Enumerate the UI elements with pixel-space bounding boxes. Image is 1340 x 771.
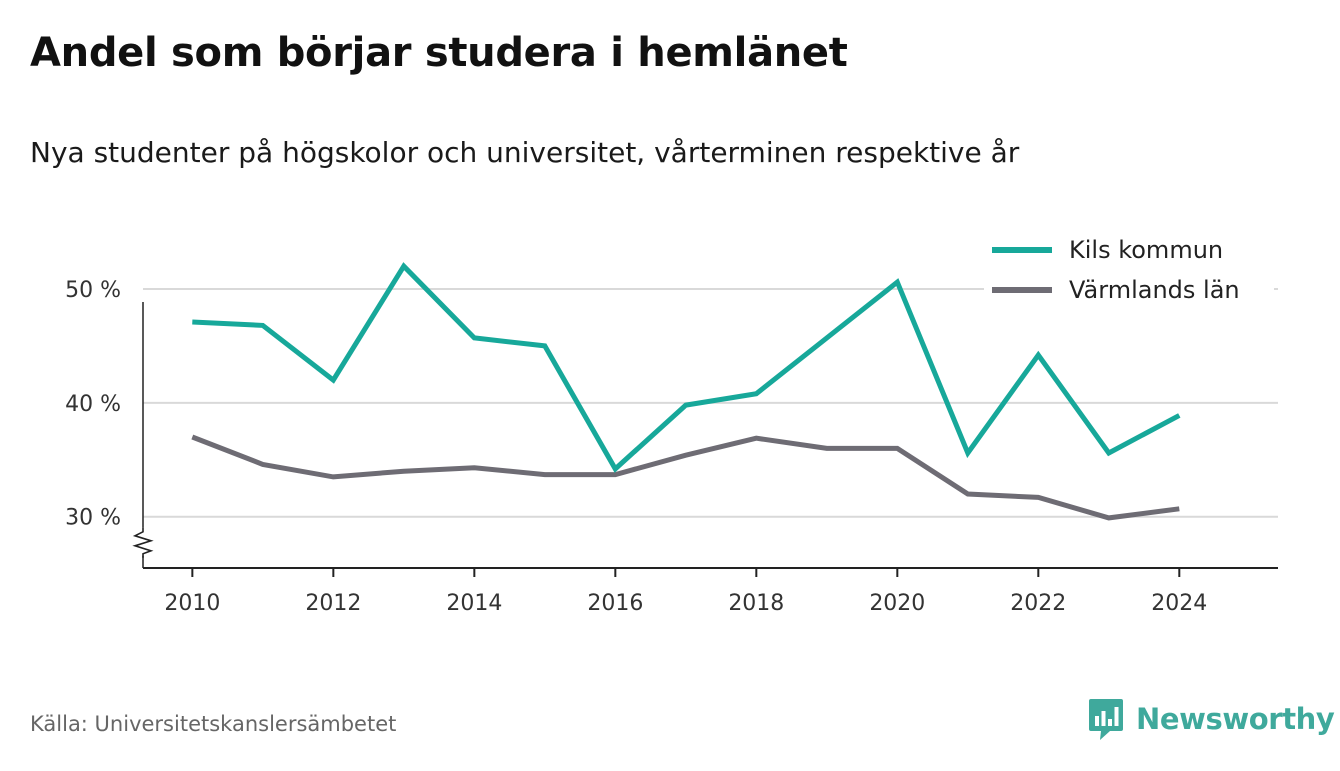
brand-logo[interactable]: Newsworthy xyxy=(1088,697,1335,741)
x-tick-label: 2022 xyxy=(1010,591,1066,616)
axis-break-icon xyxy=(132,527,154,558)
chart-title: Andel som börjar studera i hemlänet xyxy=(30,30,848,76)
x-tick-label: 2020 xyxy=(869,591,925,616)
source-note: Källa: Universitetskanslersämbetet xyxy=(30,712,397,736)
y-tick-label: 30 % xyxy=(65,506,121,531)
line-chart: 30 % 40 % 50 % 2010 2012 2014 2016 2018 2020 2022… xyxy=(65,230,1278,616)
legend-box xyxy=(984,230,1274,310)
newsworthy-logo-icon xyxy=(1089,699,1123,740)
y-tick-label: 40 % xyxy=(65,392,121,417)
brand-name: Newsworthy xyxy=(1136,702,1335,736)
x-tick-label: 2014 xyxy=(446,591,502,616)
y-tick-label: 50 % xyxy=(65,278,121,303)
chart-subtitle: Nya studenter på högskolor och universit… xyxy=(30,136,1020,169)
series-line-kils-kommun xyxy=(192,262,1181,473)
x-tick-label: 2018 xyxy=(728,591,784,616)
series-line-värmlands-län xyxy=(191,434,1180,521)
x-tick-label: 2012 xyxy=(305,591,361,616)
x-tick-label: 2024 xyxy=(1151,591,1207,616)
x-tick-label: 2016 xyxy=(587,591,643,616)
legend-label: Kils kommun xyxy=(1069,236,1223,264)
x-tick-label: 2010 xyxy=(164,591,220,616)
legend-label: Värmlands län xyxy=(1069,276,1240,304)
